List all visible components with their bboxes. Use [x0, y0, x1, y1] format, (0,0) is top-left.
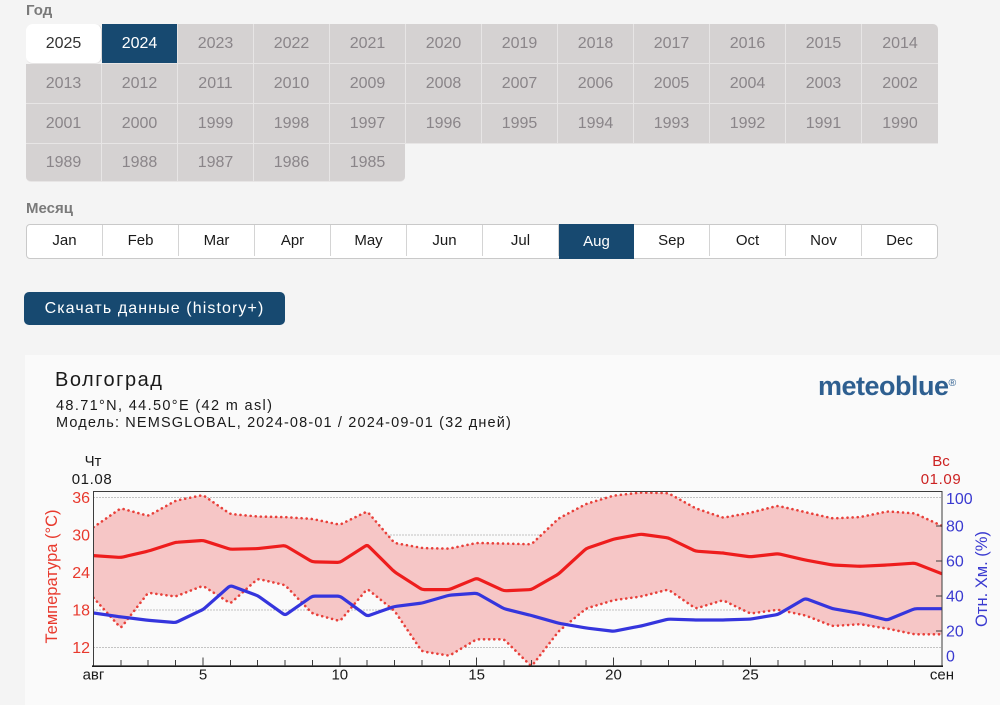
svg-text:20: 20	[605, 667, 622, 684]
svg-text:авг: авг	[83, 667, 105, 684]
svg-text:20: 20	[946, 624, 964, 641]
svg-text:Вс: Вс	[932, 453, 950, 470]
svg-text:01.09: 01.09	[921, 471, 962, 488]
svg-text:60: 60	[946, 554, 964, 571]
svg-text:24: 24	[72, 565, 90, 582]
svg-text:12: 12	[72, 640, 90, 657]
svg-text:5: 5	[199, 667, 207, 684]
svg-text:10: 10	[331, 667, 348, 684]
svg-text:01.08: 01.08	[72, 471, 113, 488]
svg-text:Чт: Чт	[85, 453, 102, 470]
svg-text:40: 40	[946, 589, 964, 606]
svg-text:Отн. Хм. (%): Отн. Хм. (%)	[973, 531, 991, 627]
svg-text:80: 80	[946, 519, 964, 536]
svg-text:0: 0	[946, 648, 955, 665]
svg-text:сен: сен	[930, 667, 954, 684]
svg-text:25: 25	[742, 667, 759, 684]
svg-text:Температура (°C): Температура (°C)	[43, 509, 61, 643]
svg-text:100: 100	[946, 491, 973, 508]
svg-text:15: 15	[468, 667, 485, 684]
svg-text:36: 36	[72, 490, 90, 507]
svg-text:18: 18	[72, 603, 90, 620]
svg-text:30: 30	[72, 528, 90, 545]
